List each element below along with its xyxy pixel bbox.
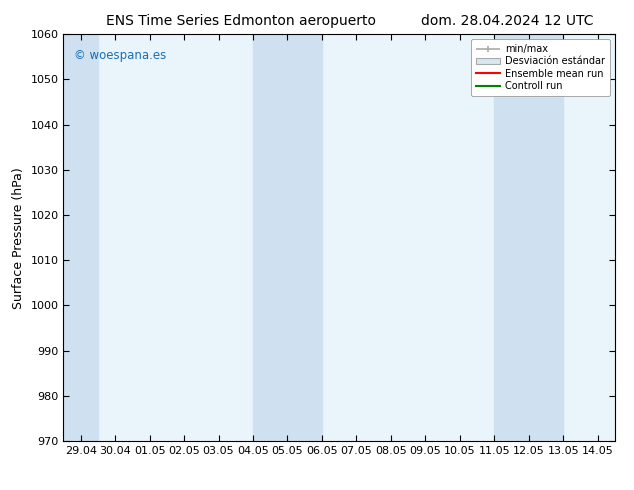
Bar xyxy=(253,34,322,441)
Bar xyxy=(63,34,98,441)
Text: © woespana.es: © woespana.es xyxy=(74,49,167,62)
Y-axis label: Surface Pressure (hPa): Surface Pressure (hPa) xyxy=(12,167,25,309)
Legend: min/max, Desviación estándar, Ensemble mean run, Controll run: min/max, Desviación estándar, Ensemble m… xyxy=(471,39,610,96)
Text: dom. 28.04.2024 12 UTC: dom. 28.04.2024 12 UTC xyxy=(421,14,593,28)
Text: ENS Time Series Edmonton aeropuerto: ENS Time Series Edmonton aeropuerto xyxy=(106,14,376,28)
Bar xyxy=(495,34,563,441)
